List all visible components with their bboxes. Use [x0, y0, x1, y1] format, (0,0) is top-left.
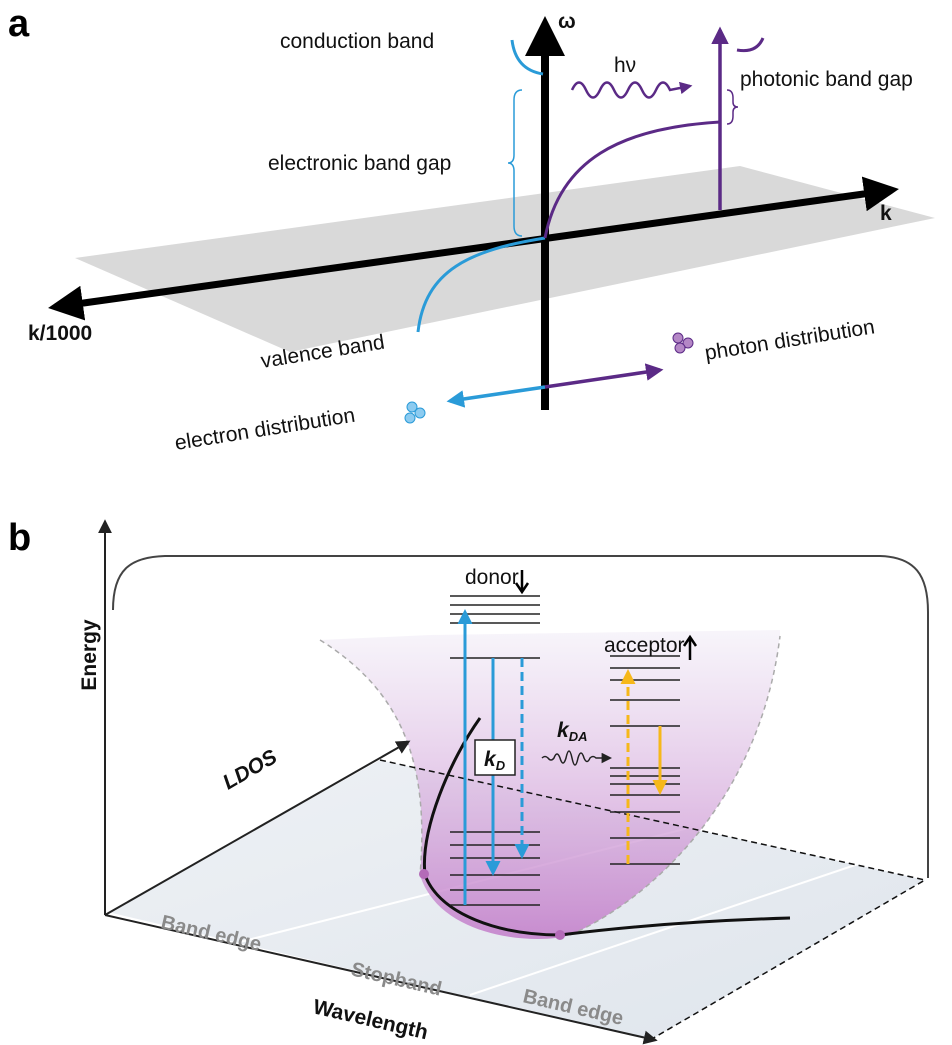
electron-cluster — [405, 413, 415, 423]
electron-arrow — [450, 387, 545, 401]
photon-cluster — [673, 333, 693, 353]
photon-upper-curve — [737, 38, 763, 51]
photon-cluster — [675, 343, 685, 353]
electronic-gap-label: electronic band gap — [268, 152, 451, 175]
acceptor-label: acceptor — [604, 634, 685, 657]
conduction-band-label: conduction band — [280, 30, 434, 53]
panel-a: a ω k k/1000 hν photonic band gap electr… — [8, 3, 935, 455]
conduction-band-curve — [512, 40, 543, 74]
figure: a ω k k/1000 hν photonic band gap electr… — [0, 0, 952, 1045]
k-label: k — [880, 202, 892, 225]
photonic-gap-brace — [727, 90, 738, 124]
k-left-label: k/1000 — [28, 322, 92, 345]
panel-label: a — [8, 3, 30, 45]
photon-wave — [572, 83, 690, 98]
wavelength-label: Wavelength — [311, 995, 430, 1044]
k-plane — [75, 166, 935, 352]
label-part: DA — [569, 729, 588, 744]
photon-arrow — [545, 370, 660, 387]
omega-label: ω — [558, 10, 576, 33]
electron-cluster — [415, 408, 425, 418]
band-edge-point — [555, 930, 565, 940]
photon-label: hν — [614, 54, 636, 77]
ldos-label: LDOS — [219, 745, 281, 794]
band-edge-point — [419, 869, 429, 879]
energy-label: Energy — [78, 619, 101, 691]
photonic-gap-label: photonic band gap — [740, 68, 913, 91]
donor-label: donor — [465, 566, 519, 589]
photon-cluster — [673, 333, 683, 343]
panel-b: b Energy LDOS Wavelength Band edge Stopb… — [8, 517, 928, 1044]
electron-distribution-label: electron distribution — [173, 404, 356, 455]
panel-label: b — [8, 517, 31, 559]
photon-distribution-label: photon distribution — [703, 315, 876, 365]
electron-cluster — [405, 402, 425, 423]
label-part: D — [496, 758, 506, 773]
